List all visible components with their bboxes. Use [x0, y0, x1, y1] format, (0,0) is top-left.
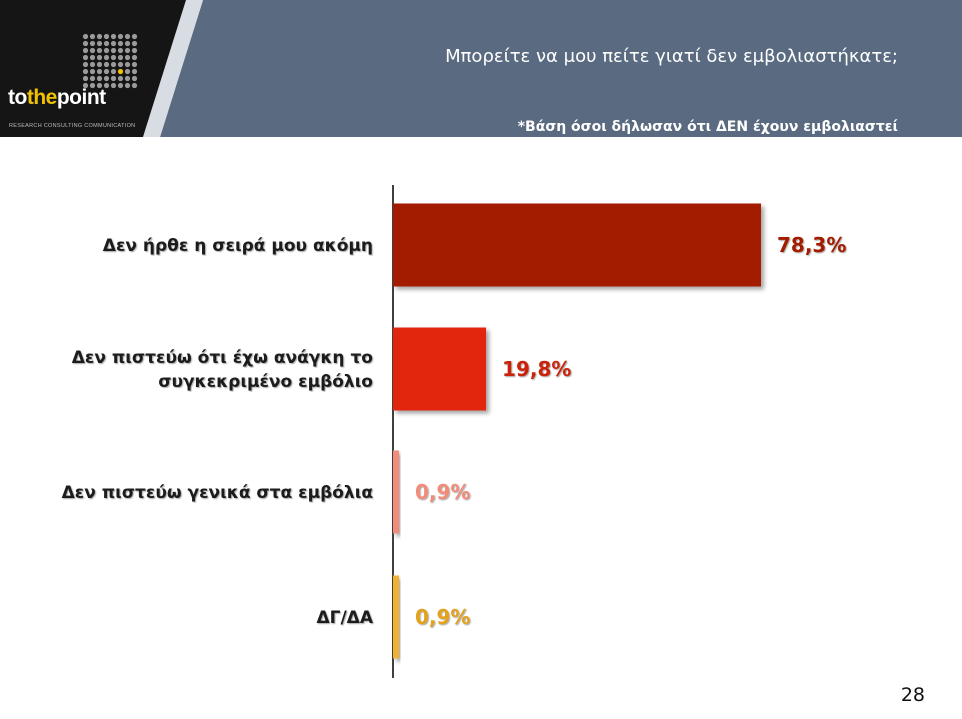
logo-dot: [89, 40, 96, 47]
logo-dot: [110, 68, 117, 75]
logo-dot: [96, 82, 103, 89]
logo-dot: [131, 75, 138, 82]
logo-dot: [124, 82, 131, 89]
logo-dot: [124, 54, 131, 61]
logo-dot: [103, 68, 110, 75]
base-note: *Βάση όσοι δήλωσαν ότι ΔΕΝ έχουν εμβολια…: [517, 119, 898, 135]
bar: [393, 203, 762, 287]
logo-dot: [117, 33, 124, 40]
logo-dot: [124, 61, 131, 68]
logo-panel-edge: [143, 0, 203, 137]
logo-dot: [82, 82, 89, 89]
logo-dot: [124, 75, 131, 82]
logo-dot: [110, 82, 117, 89]
logo-dot: [96, 54, 103, 61]
logo-dot: [96, 33, 103, 40]
logo-dot: [82, 61, 89, 68]
logo-dot: [110, 54, 117, 61]
logo-dot: [96, 75, 103, 82]
logo-dot: [89, 68, 96, 75]
logo-dot: [89, 47, 96, 54]
logo-dot: [89, 61, 96, 68]
bar: [393, 575, 399, 659]
logo-dot: [103, 61, 110, 68]
logo-dot: [124, 40, 131, 47]
category-label: Δεν πιστεύω γενικά στα εμβόλια: [62, 483, 373, 503]
logo-dot: [82, 75, 89, 82]
logo-dot: [82, 33, 89, 40]
category-label: συγκεκριμένο εμβόλιο: [158, 372, 373, 392]
logo-dot: [117, 54, 124, 61]
logo-dot: [82, 68, 89, 75]
header-banner: tothepoint RESEARCH CONSULTING COMMUNICA…: [0, 0, 962, 137]
logo-dot: [117, 40, 124, 47]
logo-dot: [131, 47, 138, 54]
logo-dot: [131, 61, 138, 68]
bar-value-label: 19,8%: [502, 357, 571, 381]
survey-question: Μπορείτε να μου πείτε γιατί δεν εμβολιασ…: [445, 46, 898, 67]
logo-dot: [103, 40, 110, 47]
bar-value-label: 0,9%: [415, 480, 470, 504]
category-label: Δεν πιστεύω ότι έχω ανάγκη το: [72, 348, 373, 368]
logo-dot-grid-icon: [82, 33, 138, 89]
logo-dot: [110, 40, 117, 47]
logo-dot: [89, 54, 96, 61]
logo-dot: [96, 40, 103, 47]
logo-tagline: RESEARCH CONSULTING COMMUNICATION: [9, 123, 136, 129]
header-band: [160, 0, 962, 137]
logo-dot: [82, 54, 89, 61]
logo-dot: [124, 68, 131, 75]
logo-dot: [117, 75, 124, 82]
logo-dot: [131, 40, 138, 47]
logo-dot: [89, 82, 96, 89]
page-number: 28: [900, 684, 925, 706]
logo-dot-accent: [117, 68, 124, 75]
logo-dot: [82, 40, 89, 47]
logo-dot: [110, 61, 117, 68]
category-label: Δεν ήρθε η σειρά μου ακόμη: [103, 236, 373, 256]
logo-wordmark: tothepoint: [8, 86, 106, 110]
logo-dot: [131, 68, 138, 75]
bar: [393, 450, 399, 534]
logo-dot: [117, 47, 124, 54]
logo-dot: [131, 54, 138, 61]
logo-dot: [89, 75, 96, 82]
logo-dot: [110, 75, 117, 82]
logo-dot: [117, 82, 124, 89]
logo-dot: [124, 33, 131, 40]
category-label: ΔΓ/ΔΑ: [316, 608, 373, 628]
logo-panel: [0, 0, 186, 137]
bar-value-label: 0,9%: [415, 605, 470, 629]
logo-dot: [103, 82, 110, 89]
logo-dot: [103, 54, 110, 61]
bar-chart: 78,3% Δεν ήρθε η σειρά μου ακόμη 19,8% Δεν …: [62, 185, 846, 678]
bar: [393, 327, 487, 411]
logo-dot: [110, 33, 117, 40]
logo-dot: [103, 47, 110, 54]
bar-value-label: 78,3%: [777, 233, 846, 257]
logo-word-point: point: [56, 86, 106, 109]
logo-dot: [96, 61, 103, 68]
logo-dot: [110, 47, 117, 54]
logo-dot: [131, 82, 138, 89]
logo-dot: [96, 47, 103, 54]
logo-dot: [96, 68, 103, 75]
logo-dot: [117, 61, 124, 68]
logo-dot: [89, 33, 96, 40]
logo-dot: [103, 75, 110, 82]
logo-word-to: to: [8, 86, 27, 109]
logo-dot: [82, 47, 89, 54]
logo-dot: [124, 47, 131, 54]
header-background: [0, 0, 962, 137]
logo-word-the: the: [26, 86, 58, 109]
logo-dot: [131, 33, 138, 40]
logo-dot: [103, 33, 110, 40]
